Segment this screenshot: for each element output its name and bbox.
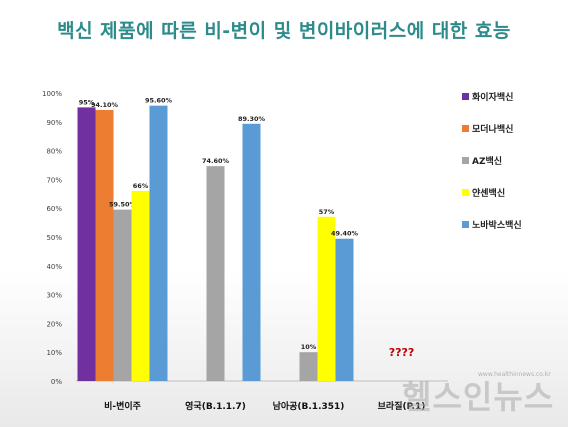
y-tick-label: 50%: [46, 234, 62, 242]
y-tick-label: 20%: [46, 320, 62, 328]
data-label: 89.30%: [238, 115, 266, 123]
chart-axes: 0% 10% 20% 30% 40% 50% 60% 70% 80% 90% 100% 비-변이주 영국…: [42, 90, 448, 412]
x-category-label: 영국(B.1.1.7): [185, 400, 246, 412]
bar: [131, 190, 150, 381]
y-tick-label: 10%: [46, 349, 62, 357]
legend-swatch: [462, 157, 469, 164]
bar: [335, 238, 354, 381]
chart-bars: 95%94.10% 59.50% 66% 95.60% 74.60% 89.30% 10% 5…: [77, 97, 415, 382]
y-tick-label: 80%: [46, 148, 62, 156]
bar: [206, 166, 225, 381]
data-label: 66%: [133, 182, 149, 190]
bar: [149, 105, 168, 381]
bar: [95, 109, 114, 381]
y-tick-label: 30%: [46, 292, 62, 300]
chart-title: 백신 제품에 따른 비-변이 및 변이바이러스에 대한 효능: [57, 20, 511, 42]
legend-label: 노바박스백신: [472, 219, 522, 231]
data-label: 57%: [319, 208, 335, 216]
x-category-label: 남아공(B.1.351): [273, 400, 345, 412]
legend-swatch: [462, 189, 469, 196]
bar: [317, 216, 336, 381]
legend-swatch: [462, 125, 469, 132]
y-tick-label: 60%: [46, 205, 62, 213]
x-category-label: 비-변이주: [104, 400, 141, 412]
legend-label: AZ백신: [472, 155, 502, 167]
watermark-logo: 헬스인뉴스: [402, 378, 555, 416]
y-tick-label: 70%: [46, 176, 62, 184]
annotation-text: ????: [389, 346, 415, 359]
legend-swatch: [462, 221, 469, 228]
data-label: 49.40%: [331, 230, 359, 238]
data-label: 94.10%: [91, 101, 119, 109]
bar: [242, 123, 261, 381]
bar: [113, 209, 132, 381]
y-tick-label: 0%: [51, 378, 62, 386]
y-tick-label: 90%: [46, 119, 62, 127]
y-tick-label: 100%: [42, 90, 62, 98]
x-category-label: 브라질(P.1): [378, 400, 426, 412]
data-label: 74.60%: [202, 157, 230, 165]
data-label: 10%: [301, 343, 317, 351]
bar: [77, 107, 96, 382]
legend-label: 모더나백신: [472, 123, 513, 135]
legend-label: 얀센백신: [472, 187, 505, 199]
legend-swatch: [462, 93, 469, 100]
bar: [299, 352, 318, 381]
legend-label: 화이자백신: [472, 91, 513, 103]
y-tick-label: 40%: [46, 263, 62, 271]
watermark-url: www.healthinnews.co.kr: [478, 371, 551, 378]
data-label: 95%: [79, 98, 95, 106]
data-label: 59.50%: [109, 201, 137, 209]
data-label: 95.60%: [145, 97, 173, 105]
